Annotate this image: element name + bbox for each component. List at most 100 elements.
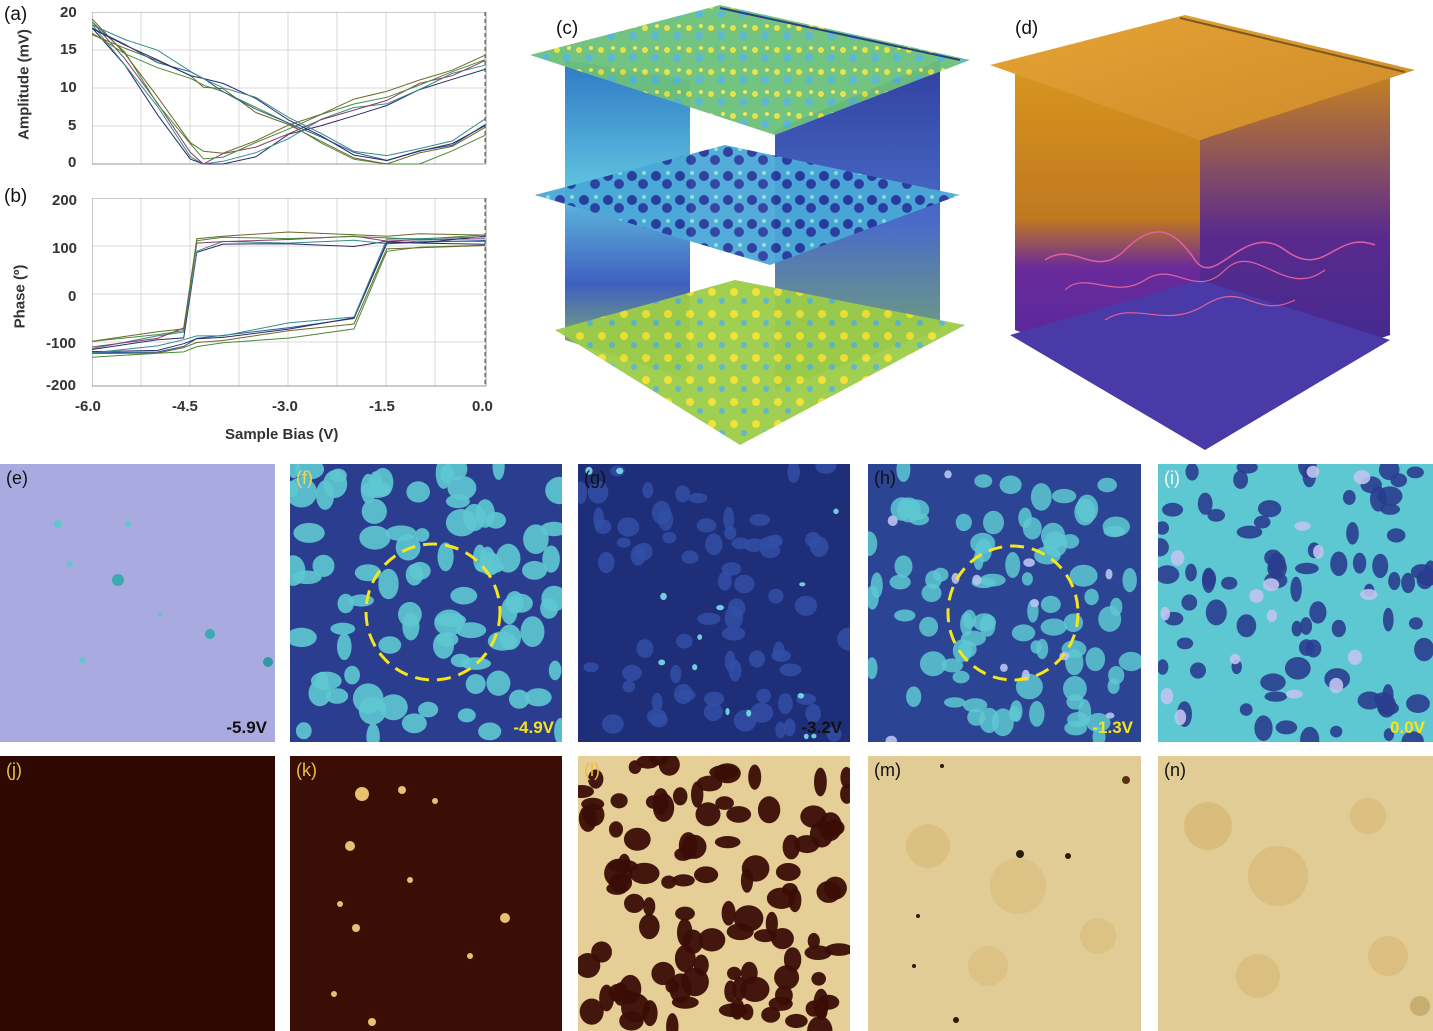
texture-blob <box>401 713 427 734</box>
bias-label-g: -3.2V <box>801 718 842 737</box>
texture-blob <box>658 659 666 666</box>
texture-blob <box>662 531 677 544</box>
texture-blob <box>768 588 784 604</box>
texture-blob <box>1158 521 1169 535</box>
series-line-0-4 <box>92 18 486 154</box>
texture-blob <box>896 497 921 523</box>
texture-blob <box>554 718 562 742</box>
texture-blob <box>636 639 654 658</box>
texture-blob <box>840 766 850 789</box>
texture-blob <box>520 616 545 647</box>
series-line-0-4 <box>92 231 486 342</box>
texture-blob <box>1423 560 1433 585</box>
texture-blob <box>1383 607 1394 632</box>
texture-blob <box>889 574 911 590</box>
texture-blob <box>840 784 850 804</box>
texture-blob <box>697 634 703 640</box>
texture-blob <box>1029 701 1045 727</box>
texture-blob <box>794 595 818 616</box>
panel-label-d: (d) <box>1015 18 1039 39</box>
texture-blob <box>972 574 982 586</box>
texture-blob <box>522 561 547 580</box>
texture-blob <box>587 480 609 504</box>
texture-blob <box>805 703 821 723</box>
texture-blob <box>1401 572 1416 594</box>
texture-blob <box>724 606 744 630</box>
texture-blob <box>805 532 822 548</box>
amplitude-curves <box>92 18 486 165</box>
texture-blob <box>1064 720 1088 736</box>
texture-blob <box>617 517 640 537</box>
texture-blob <box>1329 677 1344 694</box>
texture-blob <box>509 689 530 709</box>
map-n: (n) <box>1158 756 1433 1031</box>
texture-blob <box>1254 715 1273 741</box>
phase-tick-100: 100 <box>52 240 78 257</box>
panel-label-k: (k) <box>296 760 317 780</box>
texture-blob <box>868 657 878 680</box>
texture-blob <box>1300 726 1320 742</box>
phase-tick-0: 0 <box>68 288 77 305</box>
panel-label-j: (j) <box>6 760 22 780</box>
phase-chart <box>92 198 487 387</box>
texture-blob <box>445 509 478 537</box>
texture-blob <box>681 550 699 564</box>
texture-blob <box>952 670 970 684</box>
texture-blob <box>696 518 717 533</box>
texture-blob <box>1378 464 1400 480</box>
texture-blob <box>1023 558 1035 567</box>
panel-label-m: (m) <box>874 760 901 780</box>
texture-blob <box>1118 651 1141 672</box>
texture-blob <box>721 626 746 641</box>
texture-blob <box>921 583 942 603</box>
texture-blob <box>415 528 430 542</box>
texture-blob <box>1221 576 1238 590</box>
texture-blob <box>660 592 667 600</box>
texture-blob <box>941 658 964 673</box>
texture-blob <box>767 534 783 545</box>
texture-blob <box>868 585 879 610</box>
texture-blob <box>774 965 800 990</box>
texture-blob <box>1236 614 1257 638</box>
texture-blob <box>788 888 802 913</box>
texture-blob <box>837 627 850 651</box>
texture-blob <box>669 973 692 1004</box>
texture-blob <box>1018 507 1032 529</box>
texture-blob <box>1066 694 1084 710</box>
blob-texture-h <box>868 464 1141 742</box>
texture-blob <box>1181 594 1198 611</box>
texture-blob <box>1253 515 1271 529</box>
amplitude-grid <box>92 12 486 164</box>
texture-blob <box>312 554 335 577</box>
texture-blob <box>624 893 645 913</box>
texture-blob <box>1260 673 1286 692</box>
texture-blob <box>906 686 922 707</box>
texture-blob <box>492 464 505 480</box>
texture-blob <box>748 764 762 790</box>
amplitude-axis-title: Amplitude (mV) <box>15 29 33 140</box>
texture-blob <box>771 928 794 950</box>
texture-blob <box>730 998 745 1020</box>
texture-blob <box>787 464 800 483</box>
texture-blob <box>727 966 742 980</box>
texture-blob <box>695 802 721 827</box>
series-line-1-1 <box>92 34 486 165</box>
texture-blob <box>1197 492 1213 515</box>
texture-blob <box>1233 470 1248 489</box>
series-line-1-0 <box>92 244 486 358</box>
texture-blob <box>478 722 502 741</box>
texture-blob <box>1036 638 1049 660</box>
texture-blob <box>1309 601 1327 624</box>
texture-blob <box>716 604 724 611</box>
texture-blob <box>757 796 781 824</box>
texture-blob <box>761 1006 781 1023</box>
texture-blob <box>1158 565 1180 584</box>
texture-blob <box>1295 562 1319 575</box>
texture-blob <box>799 582 806 587</box>
texture-blob <box>457 708 476 723</box>
texture-blob <box>724 980 737 1003</box>
amp-tick-20: 20 <box>60 4 77 21</box>
texture-blob <box>1030 483 1052 511</box>
texture-blob <box>714 836 741 849</box>
texture-blob <box>643 897 656 916</box>
